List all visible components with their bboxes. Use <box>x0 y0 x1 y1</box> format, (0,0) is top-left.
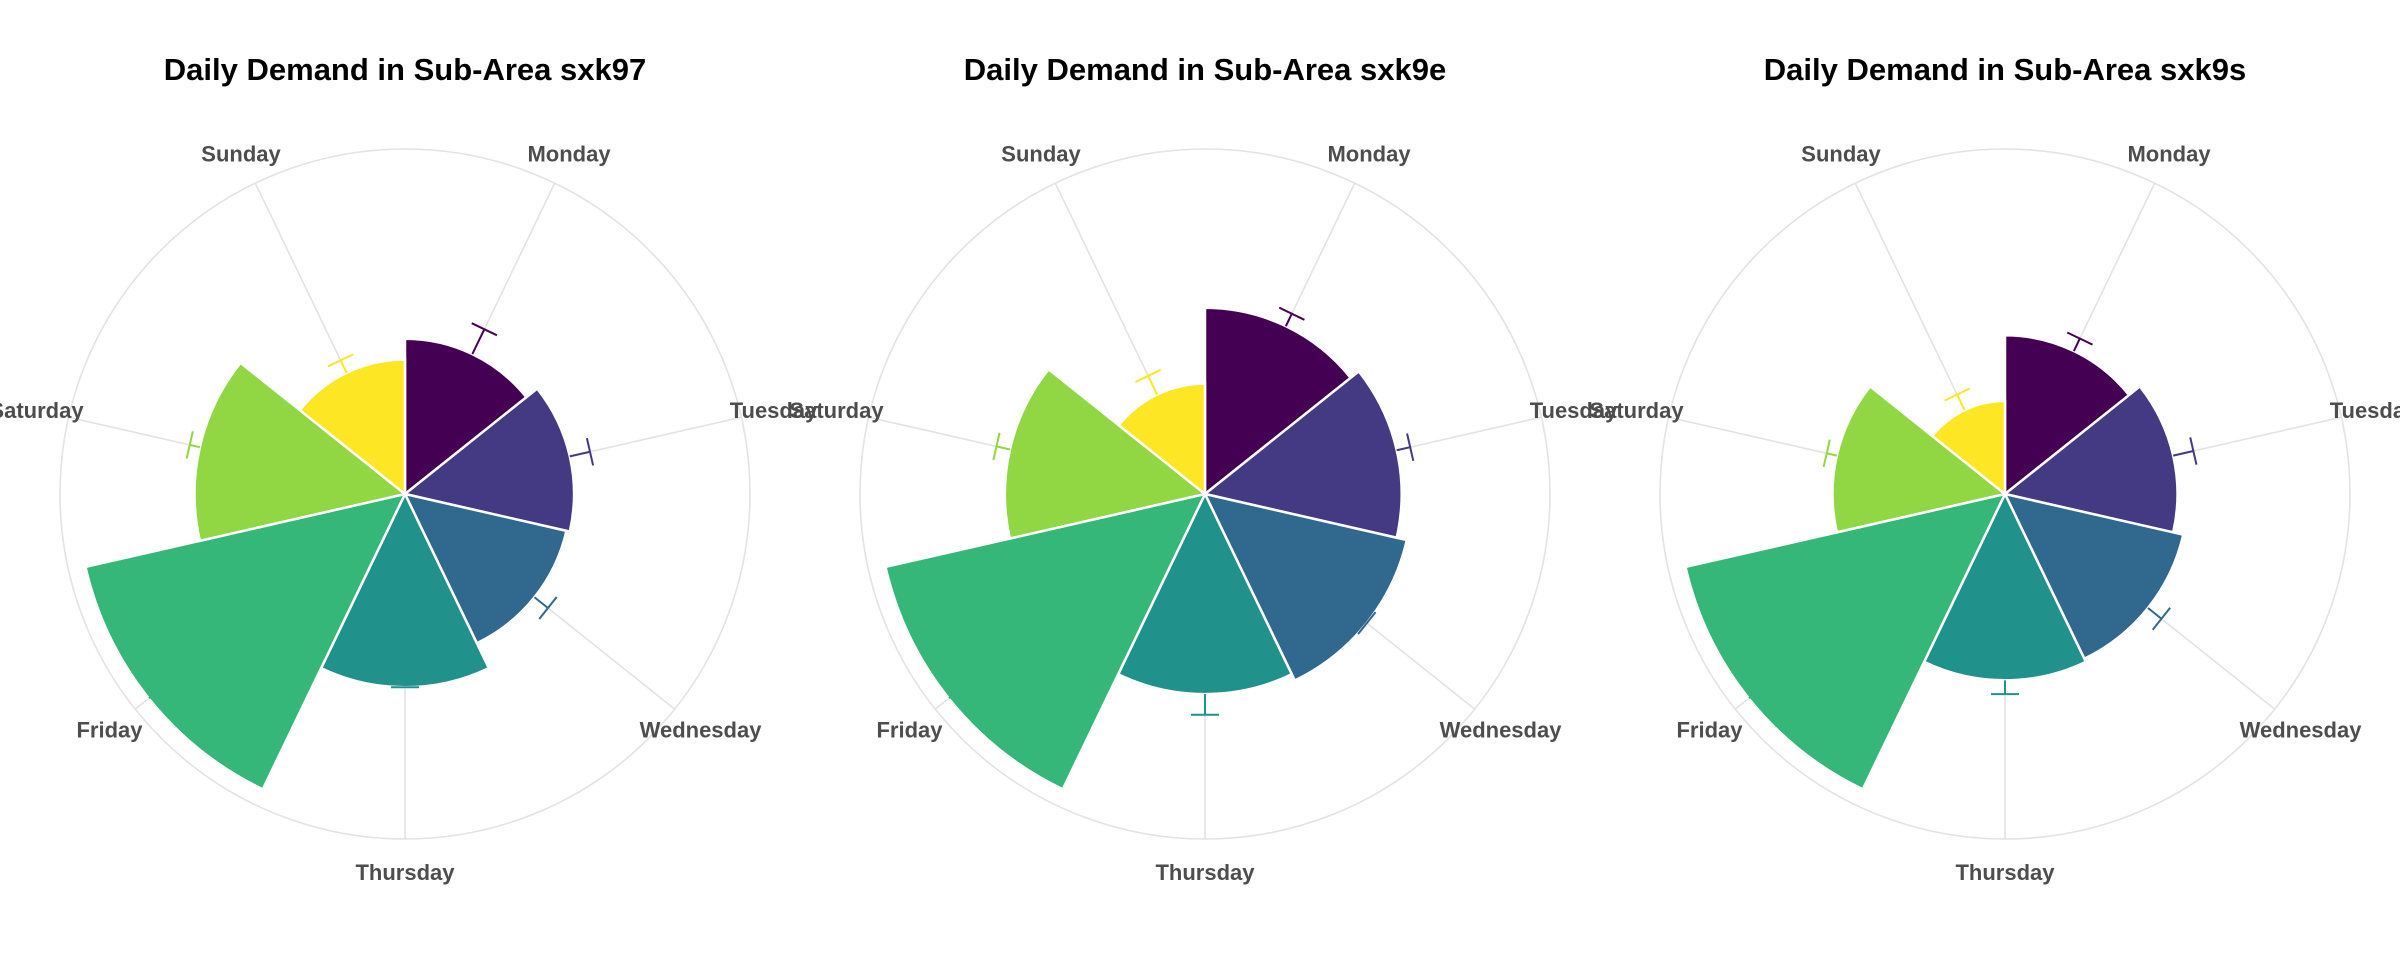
chart-panel-sxk97: Monday Tuesday Wednesday Thursday Friday Satu… <box>0 52 818 885</box>
error-bar-friday <box>948 656 997 700</box>
error-bar-cap <box>585 437 595 466</box>
error-bar-sunday <box>327 353 354 374</box>
error-bar-saturday <box>185 430 201 459</box>
category-label-friday: Friday <box>876 718 943 743</box>
category-label-friday: Friday <box>1676 718 1743 743</box>
error-bar-tuesday <box>1396 433 1415 462</box>
error-bar-stem <box>2172 450 2194 457</box>
error-bar-cap <box>1944 387 1971 402</box>
error-bar-stem <box>148 667 188 700</box>
bar-sunday <box>298 358 407 497</box>
error-bar-stem <box>533 596 549 609</box>
error-bar-tuesday <box>569 437 595 466</box>
error-bar-stem <box>471 328 486 355</box>
error-bar-wednesday <box>1357 611 1377 635</box>
category-label-monday: Monday <box>2127 141 2211 166</box>
error-bar-stem <box>1396 446 1411 452</box>
category-label-sunday: Sunday <box>201 141 281 166</box>
category-label-thursday: Thursday <box>1955 860 2055 885</box>
error-bar-stem <box>1956 394 1966 411</box>
bar-thursday <box>1116 491 1294 696</box>
bar-wednesday <box>2002 492 2185 661</box>
chart-panel-sxk9s: Monday Tuesday Wednesday Thursday Friday Satu… <box>1589 52 2400 885</box>
category-label-friday: Friday <box>76 718 143 743</box>
category-label-saturday: Saturday <box>789 398 884 423</box>
bar-sunday <box>1930 399 2007 497</box>
error-bar-wednesday <box>2147 607 2171 631</box>
bar-monday <box>403 337 529 497</box>
error-bar-stem <box>569 450 591 458</box>
bar-tuesday <box>2002 384 2179 534</box>
error-bar-stem <box>1284 313 1293 327</box>
error-bar-sunday <box>1944 387 1971 411</box>
error-bar-cap <box>177 656 197 680</box>
error-bar-cap <box>327 353 354 368</box>
error-bar-cap <box>1406 433 1415 462</box>
category-label-wednesday: Wednesday <box>1440 718 1563 743</box>
chart-title: Daily Demand in Sub-Area sxk9s <box>1764 52 2246 87</box>
error-bar-saturday <box>1822 439 1838 468</box>
error-bar-monday <box>1278 306 1305 327</box>
error-bar-friday <box>1748 656 1797 700</box>
error-bar-stem <box>1748 667 1788 700</box>
error-bar-cap <box>538 596 558 620</box>
error-bar-cap <box>471 322 498 337</box>
chart-title: Daily Demand in Sub-Area sxk97 <box>164 52 646 87</box>
category-label-wednesday: Wednesday <box>640 718 763 743</box>
error-bar-stem <box>1826 452 1838 457</box>
error-bar-monday <box>2066 331 2093 352</box>
category-label-monday: Monday <box>1327 141 1411 166</box>
bar-saturday <box>1003 367 1208 541</box>
error-bar-tuesday <box>2172 437 2198 465</box>
error-bar-cap <box>1135 368 1162 383</box>
error-bar-saturday <box>992 432 1011 461</box>
error-bar-stem <box>1147 375 1159 395</box>
error-bar-thursday <box>1191 694 1219 716</box>
bar-thursday <box>1922 491 2088 682</box>
error-bar-monday <box>471 322 498 355</box>
bar-sunday <box>1116 382 1207 497</box>
error-bar-wednesday <box>533 596 558 620</box>
error-bar-cap <box>2189 437 2198 465</box>
error-bar-stem <box>189 443 201 449</box>
error-bar-thursday <box>1991 680 2019 696</box>
category-label-thursday: Thursday <box>1155 860 1255 885</box>
error-bar-cap <box>2066 331 2093 346</box>
category-label-saturday: Saturday <box>0 398 84 423</box>
error-bar-cap <box>992 432 1001 461</box>
error-bar-friday <box>148 656 197 700</box>
error-bar-cap <box>2151 607 2171 631</box>
chart-panel-sxk9e: Monday Tuesday Wednesday Thursday Friday Satu… <box>789 52 1618 885</box>
category-label-tuesday: Tuesday <box>1530 398 1618 423</box>
bar-saturday <box>1831 384 2008 534</box>
category-label-monday: Monday <box>527 141 611 166</box>
category-label-sunday: Sunday <box>1001 141 1081 166</box>
chart-title: Daily Demand in Sub-Area sxk9e <box>964 52 1446 87</box>
error-bar-stem <box>2072 338 2081 352</box>
category-label-saturday: Saturday <box>1589 398 1684 423</box>
error-bar-cap <box>1357 611 1377 635</box>
category-label-thursday: Thursday <box>355 860 455 885</box>
bar-tuesday <box>402 386 576 534</box>
error-bar-stem <box>2147 607 2163 620</box>
error-bar-stem <box>339 359 348 374</box>
error-bar-cap <box>977 656 997 680</box>
error-bar-stem <box>996 445 1011 451</box>
error-bar-cap <box>1777 656 1797 680</box>
category-label-tuesday: Tuesday <box>730 398 818 423</box>
error-bar-cap <box>185 430 194 459</box>
error-bar-cap <box>1278 306 1305 321</box>
error-bar-cap <box>1822 439 1831 468</box>
bar-monday <box>1203 306 1353 497</box>
error-bar-stem <box>948 667 988 700</box>
category-label-wednesday: Wednesday <box>2240 718 2363 743</box>
category-label-sunday: Sunday <box>1801 141 1881 166</box>
error-bar-sunday <box>1135 368 1162 395</box>
category-label-tuesday: Tuesday <box>2330 398 2400 423</box>
